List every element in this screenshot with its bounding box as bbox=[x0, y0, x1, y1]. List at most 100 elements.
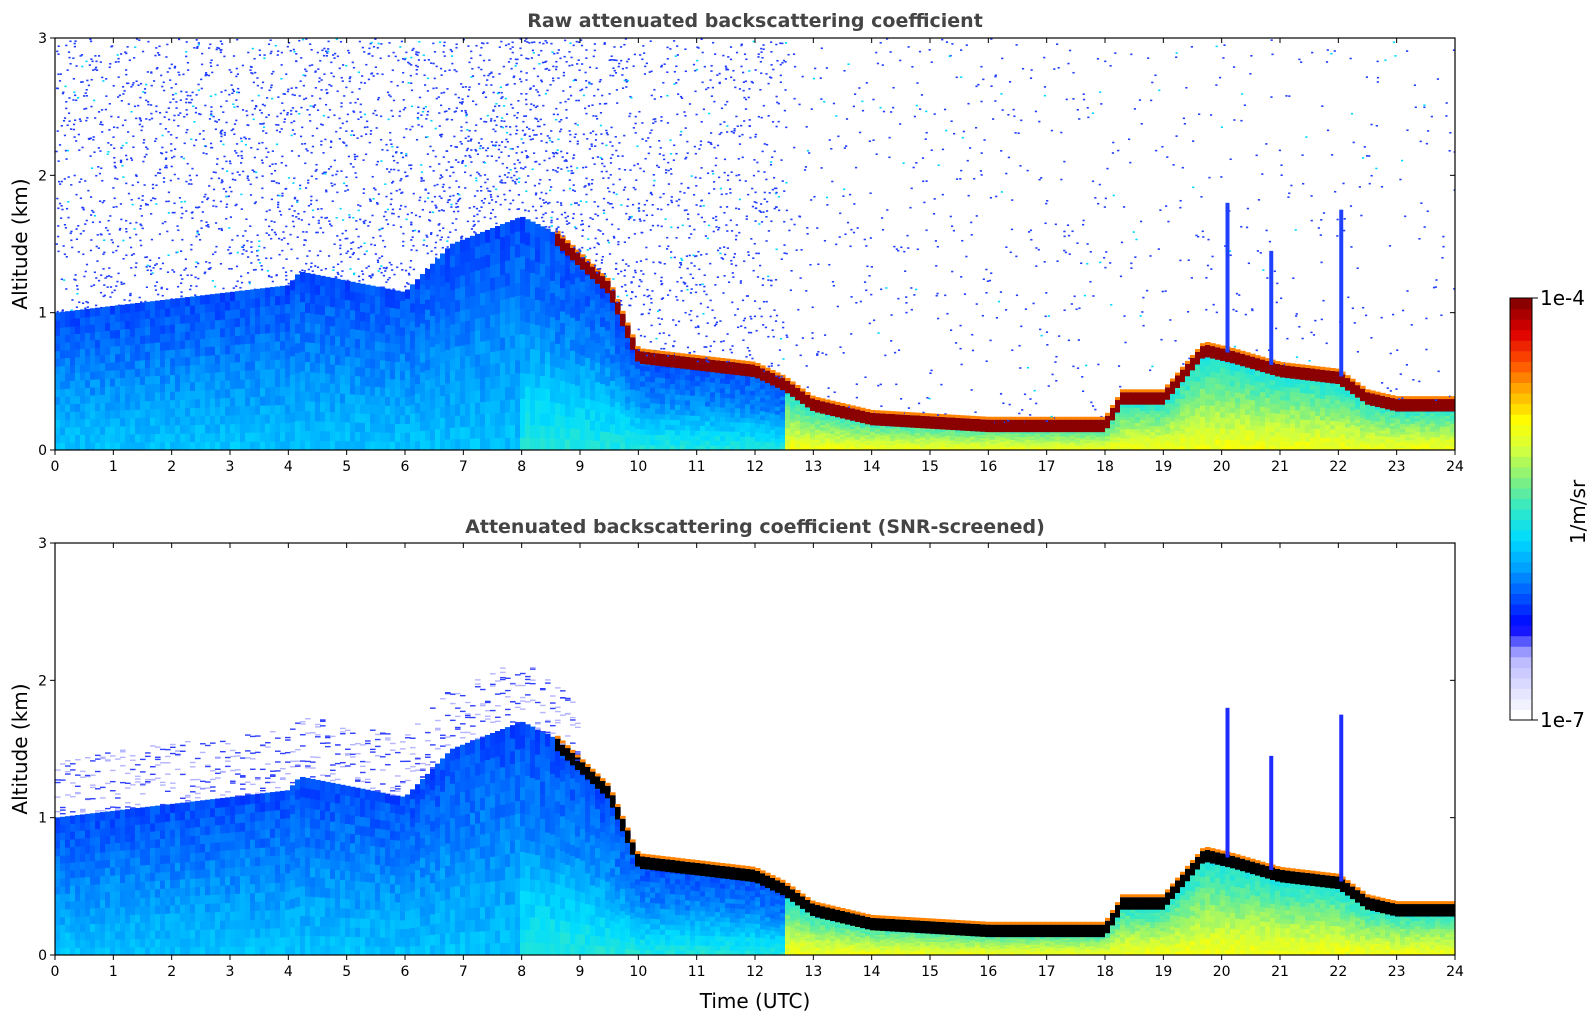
heatmap-cell bbox=[350, 291, 356, 302]
heatmap-cell bbox=[460, 274, 466, 288]
noise-pixel bbox=[535, 134, 538, 136]
noise-pixel bbox=[562, 235, 565, 237]
noise-pixel bbox=[135, 80, 138, 83]
noise-pixel bbox=[528, 135, 531, 138]
heatmap-cell bbox=[145, 441, 151, 450]
noise-pixel bbox=[371, 274, 374, 277]
heatmap-cell bbox=[340, 289, 346, 300]
noise-pixel bbox=[85, 300, 88, 303]
noise-pixel bbox=[86, 79, 89, 82]
noise-pixel bbox=[199, 113, 202, 116]
noise-pixel bbox=[141, 227, 144, 230]
heatmap-cell bbox=[300, 271, 306, 283]
heatmap-cell bbox=[280, 285, 286, 296]
noise-pixel bbox=[90, 58, 93, 60]
heatmap-cell bbox=[605, 431, 611, 442]
heatmap-cell bbox=[285, 349, 291, 360]
heatmap-cell bbox=[645, 418, 651, 425]
heatmap-cell bbox=[105, 322, 111, 331]
noise-pixel bbox=[453, 135, 456, 138]
heatmap-cell bbox=[355, 366, 361, 377]
noise-pixel bbox=[577, 204, 580, 206]
noise-pixel bbox=[145, 146, 148, 149]
noise-pixel bbox=[501, 162, 504, 165]
heatmap-cell bbox=[600, 430, 606, 442]
heatmap-cell bbox=[110, 393, 116, 403]
noise-pixel bbox=[209, 61, 212, 64]
noise-pixel bbox=[122, 93, 125, 95]
heatmap-cell bbox=[215, 441, 221, 450]
heatmap-cell bbox=[110, 305, 116, 315]
heatmap-cell bbox=[385, 396, 391, 406]
noise-pixel bbox=[321, 124, 324, 126]
heatmap-cell bbox=[220, 362, 226, 373]
noise-pixel bbox=[429, 211, 432, 214]
heatmap-cell bbox=[250, 351, 256, 362]
noise-pixel bbox=[293, 50, 296, 53]
heatmap-cell bbox=[200, 303, 206, 314]
heatmap-cell bbox=[275, 350, 281, 360]
heatmap-cell bbox=[475, 269, 481, 283]
heatmap-cell bbox=[615, 369, 621, 379]
heatmap-cell bbox=[420, 430, 426, 441]
heatmap-cell bbox=[365, 404, 371, 414]
heatmap-cell bbox=[55, 365, 61, 375]
heatmap-column bbox=[195, 39, 203, 450]
noise-pixel bbox=[127, 82, 130, 85]
heatmap-cell bbox=[580, 428, 586, 441]
heatmap-cell bbox=[140, 335, 146, 344]
noise-pixel bbox=[290, 109, 293, 112]
heatmap-cell bbox=[635, 433, 641, 440]
noise-pixel bbox=[426, 90, 429, 92]
noise-pixel bbox=[312, 273, 315, 276]
noise-pixel bbox=[167, 254, 170, 257]
noise-pixel bbox=[249, 183, 252, 186]
heatmap-cell bbox=[575, 406, 581, 419]
noise-pixel bbox=[118, 94, 122, 97]
noise-pixel bbox=[143, 156, 146, 158]
noise-pixel bbox=[64, 226, 68, 229]
heatmap-cell bbox=[630, 388, 636, 396]
heatmap-cell bbox=[590, 429, 596, 441]
noise-pixel bbox=[121, 144, 124, 147]
noise-pixel bbox=[293, 196, 297, 199]
noise-pixel bbox=[137, 197, 140, 200]
noise-pixel bbox=[384, 183, 387, 185]
noise-pixel bbox=[591, 178, 594, 181]
heatmap-cell bbox=[500, 324, 506, 338]
noise-pixel bbox=[296, 257, 299, 260]
heatmap-cell bbox=[505, 234, 511, 249]
heatmap-cell bbox=[555, 283, 561, 297]
heatmap-cell bbox=[60, 311, 66, 321]
noise-pixel bbox=[275, 123, 278, 126]
noise-pixel bbox=[374, 109, 377, 112]
noise-pixel bbox=[220, 135, 223, 138]
heatmap-cell bbox=[605, 311, 611, 322]
noise-pixel bbox=[399, 46, 402, 48]
noise-pixel bbox=[331, 185, 334, 187]
noise-pixel bbox=[581, 88, 584, 91]
noise-pixel bbox=[286, 242, 290, 245]
noise-pixel bbox=[137, 84, 140, 87]
noise-pixel bbox=[421, 208, 424, 211]
noise-pixel bbox=[290, 121, 293, 124]
noise-pixel bbox=[352, 66, 356, 69]
noise-pixel bbox=[166, 230, 169, 233]
heatmap-cell bbox=[195, 295, 201, 306]
noise-pixel bbox=[482, 59, 486, 62]
heatmap-cell bbox=[580, 365, 586, 377]
heatmap-cell bbox=[540, 375, 546, 389]
heatmap-cell bbox=[595, 420, 601, 432]
heatmap-cell bbox=[190, 373, 196, 383]
heatmap-cell bbox=[385, 423, 391, 433]
noise-pixel bbox=[109, 286, 113, 288]
noise-pixel bbox=[310, 266, 313, 268]
noise-pixel bbox=[220, 105, 223, 108]
noise-pixel bbox=[452, 171, 455, 174]
heatmap-cell bbox=[300, 420, 306, 431]
noise-pixel bbox=[374, 66, 377, 69]
noise-pixel bbox=[637, 202, 641, 205]
noise-pixel bbox=[112, 251, 115, 254]
heatmap-cell bbox=[540, 325, 546, 339]
noise-pixel bbox=[516, 112, 519, 114]
